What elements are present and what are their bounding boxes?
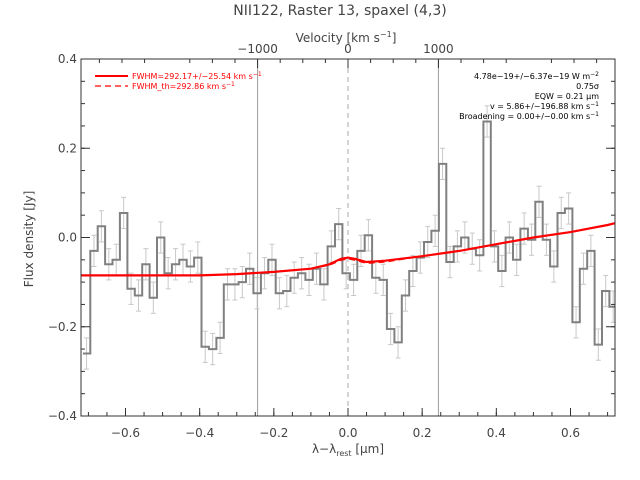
annotation-main: 0.75σ [576, 82, 599, 91]
legend-label-sup: −1 [226, 81, 235, 88]
y-tick-label: −0.2 [48, 320, 77, 334]
annotation-sup: −2 [590, 71, 599, 78]
annotation-main: 4.78e−19+/−6.37e−19 W m [474, 72, 590, 81]
top-axis-label: Velocity [km s−1] [296, 30, 397, 45]
x-tick-label: −0.4 [185, 426, 214, 440]
x-axis-label-sub: rest [336, 449, 351, 458]
top-tick-label: 1000 [423, 42, 454, 56]
x-tick-label: 0.4 [487, 426, 506, 440]
annotation-main: Broadening = 0.00+/−0.00 km s [459, 112, 590, 121]
x-tick-label: −0.6 [111, 426, 140, 440]
top-tick-label: 0 [344, 42, 352, 56]
x-axis-label-main: λ−λ [312, 442, 336, 456]
top-tick-label: −1000 [237, 42, 278, 56]
legend-label-sup: −1 [253, 71, 262, 78]
annotation-sup: −1 [590, 111, 599, 118]
gaussian-fit-line [81, 222, 616, 277]
top-axis-label-sup: −1 [380, 30, 392, 39]
y-tick-label: 0.4 [58, 52, 77, 66]
top-axis-label-main: Velocity [km s [296, 31, 380, 45]
legend-label: FWHM_th=292.86 km s−1 [132, 81, 235, 91]
annotation-text: Broadening = 0.00+/−0.00 km s−1 [459, 111, 599, 121]
x-tick-label: 0.0 [338, 426, 357, 440]
y-tick-label: −0.4 [48, 409, 77, 423]
x-tick-label: 0.6 [561, 426, 580, 440]
annotation-text: 0.75σ [576, 82, 599, 91]
annotation-text: EQW = 0.21 μm [535, 92, 599, 101]
y-axis-label: Flux density [Jy] [22, 191, 36, 288]
x-axis-label: λ−λrest [μm] [312, 442, 384, 458]
spectrum-step-line [82, 120, 615, 355]
legend-label: FWHM=292.17+/−25.54 km s−1 [132, 71, 262, 81]
y-tick-label: 0.0 [58, 231, 77, 245]
x-tick-label: −0.2 [259, 426, 288, 440]
annotation-text: v = 5.86+/−196.88 km s−1 [490, 101, 599, 111]
annotation-text: 4.78e−19+/−6.37e−19 W m−2 [474, 71, 599, 81]
y-tick-label: 0.2 [58, 141, 77, 155]
plot-area: −0.6 −0.4 −0.2 0.0 0.2 0.4 0.6 −0.4 −0.2 0.0 0.2 0.… [48, 42, 616, 440]
legend-label-text: FWHM_th=292.86 km s [132, 82, 226, 91]
chart-title: NII122, Raster 13, spaxel (4,3) [233, 3, 446, 19]
annotation-main: EQW = 0.21 μm [535, 92, 599, 101]
legend-label-text: FWHM=292.17+/−25.54 km s [132, 72, 253, 81]
x-tick-label: 0.2 [413, 426, 432, 440]
x-axis-label-unit: [μm] [352, 442, 385, 456]
top-axis-label-end: ] [392, 31, 397, 45]
annotation-main: v = 5.86+/−196.88 km s [490, 102, 590, 111]
annotation-sup: −1 [590, 101, 599, 108]
